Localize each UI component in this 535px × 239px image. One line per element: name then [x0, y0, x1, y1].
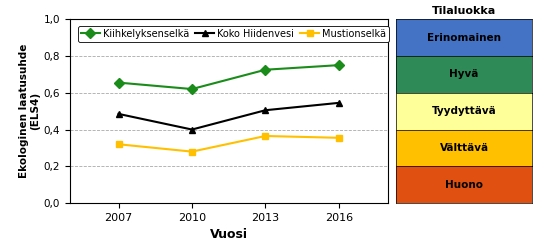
Mustionselkä	[116, 143, 122, 146]
Text: Välttävä: Välttävä	[440, 143, 488, 153]
Kiihkelyksenselkä	[116, 81, 122, 84]
Text: Huono: Huono	[445, 180, 483, 190]
Line: Koko Hiidenvesi: Koko Hiidenvesi	[115, 99, 342, 133]
Kiihkelyksenselkä	[262, 68, 269, 71]
Koko Hiidenvesi	[335, 101, 342, 104]
Text: Tyydyttävä: Tyydyttävä	[432, 106, 496, 116]
Mustionselkä	[189, 150, 195, 153]
Mustionselkä	[262, 135, 269, 137]
Koko Hiidenvesi	[116, 113, 122, 115]
Y-axis label: Ekologinen laatusuhde
(ELS4): Ekologinen laatusuhde (ELS4)	[19, 44, 41, 178]
Kiihkelyksenselkä	[189, 88, 195, 91]
Mustionselkä	[335, 136, 342, 139]
Legend: Kiihkelyksenselkä, Koko Hiidenvesi, Mustionselkä: Kiihkelyksenselkä, Koko Hiidenvesi, Must…	[78, 26, 389, 42]
Text: Tilaluokka: Tilaluokka	[432, 5, 496, 16]
Line: Kiihkelyksenselkä: Kiihkelyksenselkä	[115, 62, 342, 92]
Kiihkelyksenselkä	[335, 64, 342, 67]
Line: Mustionselkä: Mustionselkä	[115, 132, 342, 155]
Koko Hiidenvesi	[262, 109, 269, 112]
X-axis label: Vuosi: Vuosi	[210, 228, 248, 239]
Text: Hyvä: Hyvä	[449, 69, 479, 79]
Koko Hiidenvesi	[189, 128, 195, 131]
Text: Erinomainen: Erinomainen	[427, 33, 501, 43]
